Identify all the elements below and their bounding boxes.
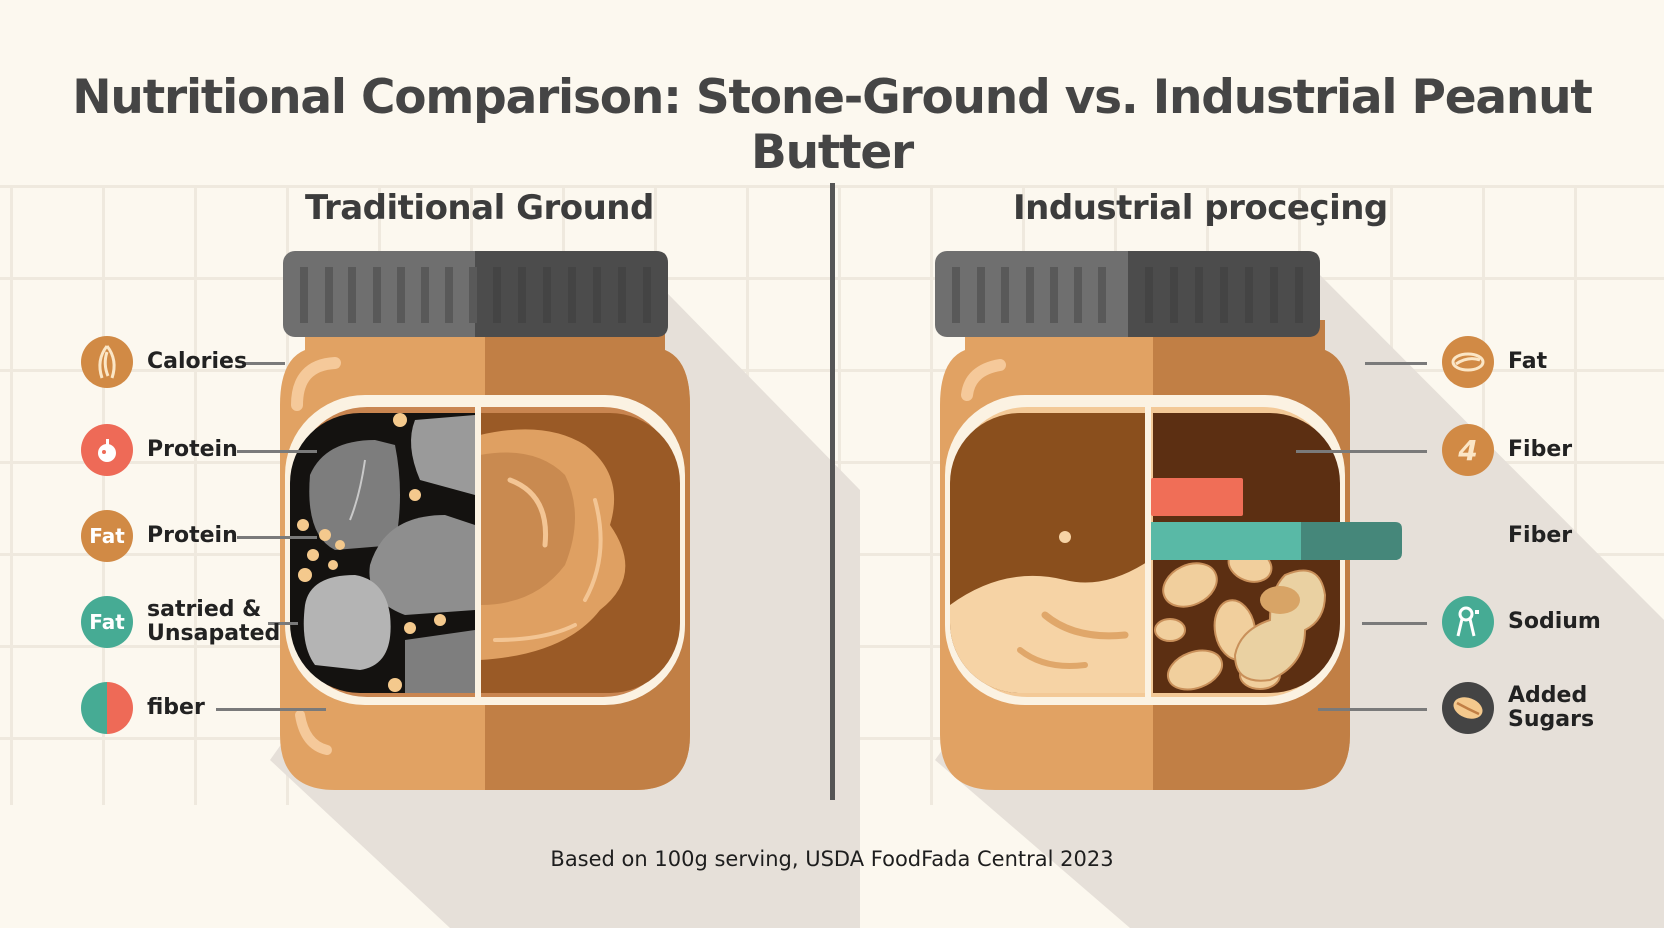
stone-ground-jar <box>280 251 690 790</box>
legend-item-protein: Protein <box>81 424 238 476</box>
legend-label: Fiber <box>1508 523 1573 548</box>
legend-label: Calories <box>147 349 248 374</box>
leader-line <box>268 622 298 625</box>
legend-item-fat-protein: Fat Protein <box>81 510 238 562</box>
spacer <box>1442 510 1494 562</box>
legend-label: satried & Unsapated <box>147 598 280 646</box>
legend-item-fiber: fiber <box>81 682 205 734</box>
legend-label: Added Sugars <box>1508 684 1594 732</box>
industrial-jar <box>935 251 1402 790</box>
fat-text-icon: Fat <box>81 596 133 648</box>
legend-item-calories: Calories <box>81 336 247 388</box>
peanut-icon <box>1442 682 1494 734</box>
red-bar <box>1151 478 1243 516</box>
legend-label: Protein <box>147 437 238 462</box>
legend-label: Sodium <box>1508 609 1601 634</box>
apple-icon <box>81 424 133 476</box>
leader-line <box>237 450 317 453</box>
panel-divider <box>830 183 835 800</box>
legend-label-line1: Added <box>1508 683 1588 708</box>
leader-line <box>1362 622 1427 625</box>
figure-icon <box>1442 596 1494 648</box>
flame-icon <box>81 336 133 388</box>
left-panel-heading: Traditional Ground <box>305 188 654 228</box>
fat-text-icon: Fat <box>81 510 133 562</box>
legend-label-line2: Sugars <box>1508 707 1595 732</box>
leader-line <box>237 536 317 539</box>
leader-line <box>1365 362 1427 365</box>
legend-label-line1: satried & <box>147 597 262 622</box>
page-title: Nutritional Comparison: Stone-Ground vs.… <box>72 70 1593 180</box>
leader-line <box>245 362 285 365</box>
legend-item-added-sugars: Added Sugars <box>1442 682 1594 734</box>
legend-item-sodium: Sodium <box>1442 596 1601 648</box>
legend-item-fiber: 4 Fiber <box>1442 424 1572 476</box>
legend-label: Fiber <box>1508 437 1573 462</box>
legend-label: fiber <box>147 695 205 720</box>
legend-label: Protein <box>147 523 238 548</box>
split-circle-icon <box>81 682 133 734</box>
squiggle-icon: 4 <box>1442 424 1494 476</box>
legend-label: Fat <box>1508 349 1548 374</box>
right-panel-heading: Industrial proceçing <box>1013 188 1388 228</box>
legend-item-saturated-unsaturated: Fat satried & Unsapated <box>81 596 280 648</box>
source-footnote: Based on 100g serving, USDA FoodFada Cen… <box>550 847 1114 871</box>
legend-label-line2: Unsapated <box>147 621 281 646</box>
legend-item-fiber-bar: Fiber <box>1442 510 1572 562</box>
legend-item-fat: Fat <box>1442 336 1547 388</box>
almond-icon <box>1442 336 1494 388</box>
leader-line <box>1318 708 1427 711</box>
leader-line <box>216 708 326 711</box>
leader-line <box>1296 450 1427 453</box>
